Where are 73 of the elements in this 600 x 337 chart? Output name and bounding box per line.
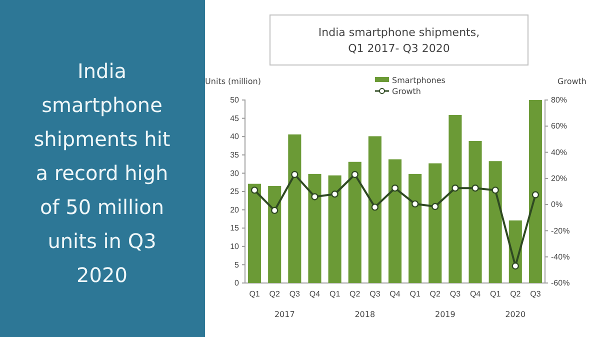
text: 2017 (274, 310, 295, 319)
point (351, 170, 358, 178)
bar (428, 163, 442, 283)
x-tick-label: Q2 (510, 290, 522, 299)
y-tick-label: 30 (230, 168, 240, 178)
point (371, 204, 379, 211)
bar (328, 175, 342, 283)
bar (268, 186, 282, 283)
bar (288, 134, 302, 283)
point (532, 191, 540, 198)
chart-title: India smartphone shipments, Q1 2017- Q3 2020 (318, 26, 480, 55)
y-tick-label: 0 (234, 278, 240, 288)
bar (248, 184, 262, 283)
point (291, 170, 298, 178)
x-tick-label: Q3 (450, 290, 462, 299)
point (472, 184, 479, 192)
x-tick-label: Q1 (249, 290, 260, 299)
x-tick-label: Q4 (470, 290, 482, 299)
y-tick-label: 5 (234, 260, 240, 270)
y-tick-label: 35 (230, 150, 240, 160)
bar (348, 162, 362, 283)
point (311, 193, 318, 200)
y-tick-label: 25 (230, 187, 240, 196)
x-tick-label: Q1 (490, 290, 502, 299)
x-tick-label: Q4 (309, 290, 321, 299)
bar (448, 115, 462, 283)
text: 2020 (505, 310, 526, 319)
x-tick-label: Q2 (269, 290, 280, 299)
x-tick-label: Q3 (289, 290, 301, 299)
point (331, 190, 338, 198)
text: 2019 (434, 310, 456, 319)
y2-tick-label: -40% (551, 252, 570, 262)
bar (488, 161, 502, 283)
point (411, 200, 419, 208)
bar (308, 174, 322, 283)
y2-tick-label: 80% (551, 96, 568, 105)
y2-tick-label: 40% (551, 148, 568, 157)
y-tick-label: 50 (230, 96, 240, 105)
x-tick-label: Q4 (390, 290, 401, 299)
bar (368, 136, 382, 283)
bar (388, 159, 402, 283)
point (250, 186, 258, 194)
point (492, 186, 499, 194)
point (391, 184, 399, 192)
y2-tick-label: -20% (551, 226, 570, 236)
x-tick-label: Q3 (370, 290, 381, 299)
x-tick-label: Q1 (410, 290, 421, 299)
x-tick-label: Q2 (350, 290, 361, 299)
point (512, 262, 519, 270)
y-axis-title: Units (million) (205, 77, 261, 86)
point (452, 184, 459, 192)
x-tick-label: Q1 (329, 290, 341, 299)
y2-axis-title: Growth (558, 77, 586, 86)
x-tick-label: Q3 (530, 290, 542, 299)
y2-tick-label: 0% (551, 200, 563, 210)
y-tick-label: 40 (230, 132, 240, 142)
bar (528, 100, 542, 283)
y2-tick-label: -60% (551, 278, 570, 288)
y-tick-label: 10 (230, 242, 240, 251)
point (271, 206, 278, 214)
y2-tick-label: 60% (551, 122, 568, 131)
point (432, 202, 439, 210)
y-tick-label: 20 (230, 205, 240, 214)
bar (468, 140, 482, 283)
x-tick-label: Q2 (430, 290, 442, 299)
y2-tick-label: 20% (551, 174, 568, 183)
text: India smartphone shipments hit a record high of 50 million units in Q3 2020 (34, 59, 170, 287)
y-tick-label: 15 (230, 224, 240, 233)
legend-label: Smartphones (392, 76, 446, 85)
bar (408, 174, 422, 283)
text: 2018 (354, 310, 376, 319)
legend-label: Growth (392, 87, 421, 96)
y-tick-label: 45 (230, 114, 240, 123)
